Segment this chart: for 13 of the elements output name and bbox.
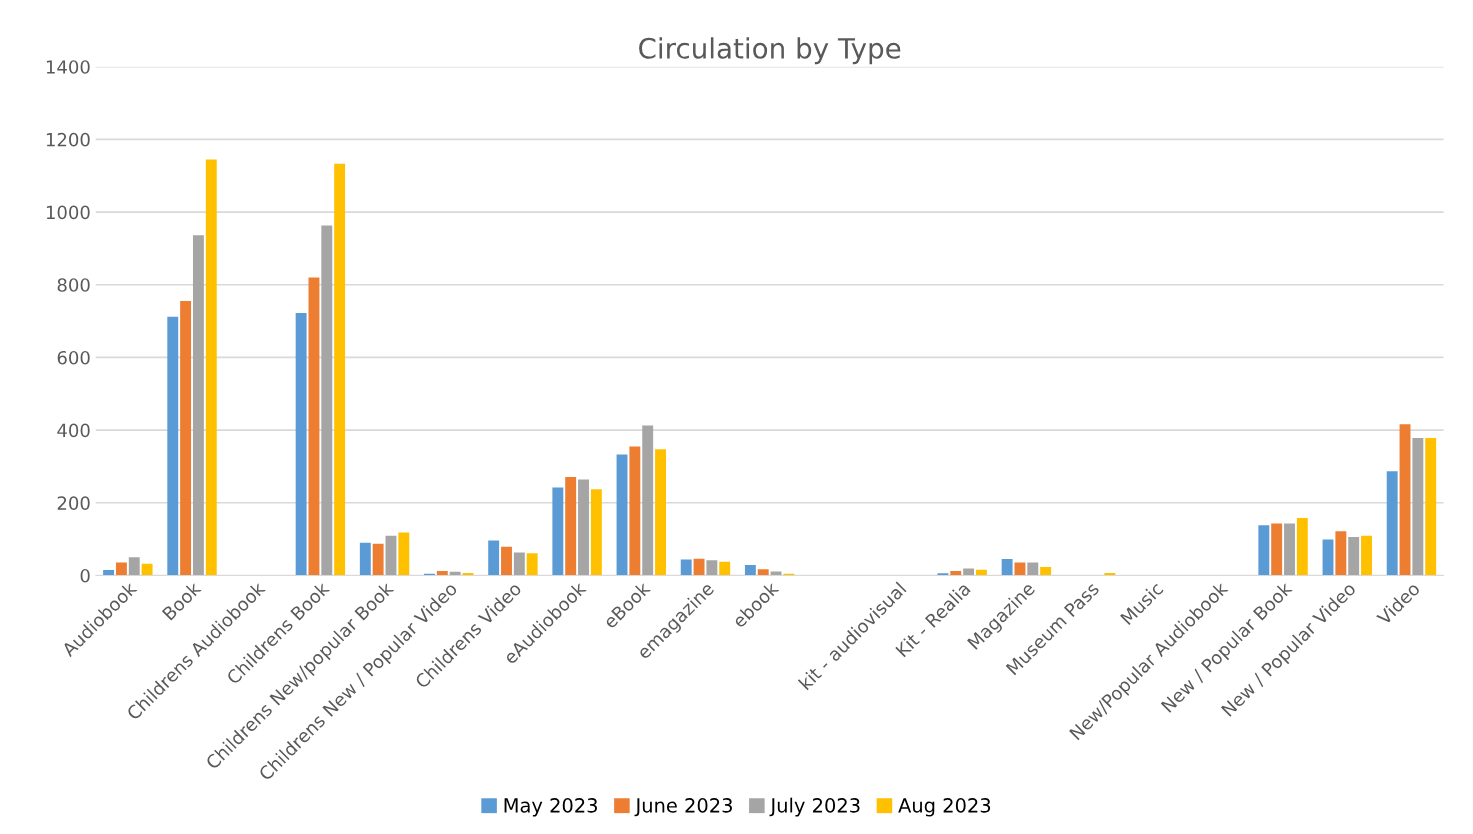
y-tick-label: 800 (57, 278, 90, 292)
y-tick-label: 400 (57, 423, 90, 438)
y-tick-label: 1200 (46, 132, 90, 147)
y-tick-label: 600 (57, 350, 90, 365)
legend-label: June 2023 (634, 798, 732, 817)
legend-label: May 2023 (504, 798, 598, 817)
legend-label: July 2023 (769, 797, 860, 817)
y-tick-label: 1400 (46, 60, 90, 74)
y-tick-label: 0 (80, 568, 90, 583)
y-tick-label: 200 (57, 496, 90, 510)
y-tick-label: 1000 (46, 205, 90, 220)
chart-title: Circulation by Type (639, 37, 901, 65)
legend-label: Aug 2023 (898, 798, 991, 817)
